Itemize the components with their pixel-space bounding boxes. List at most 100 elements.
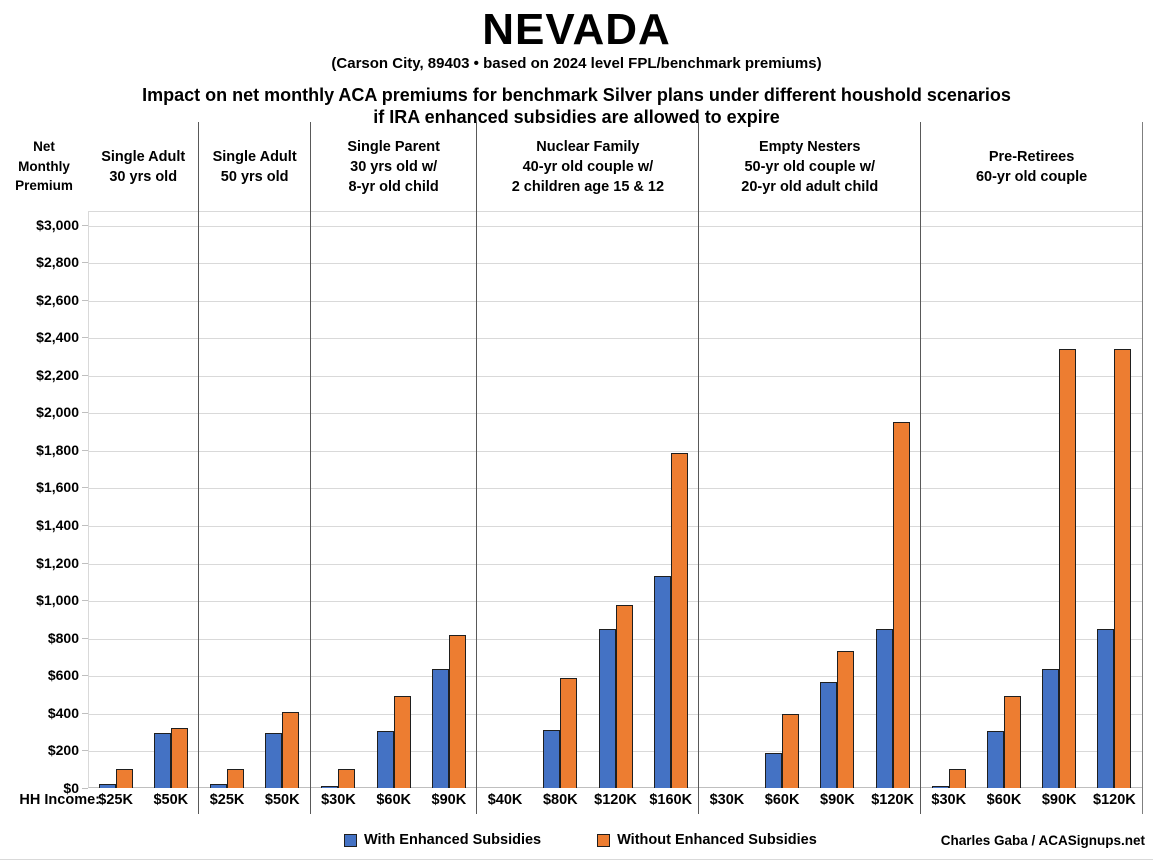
y-axis-tick-mark-icon (82, 788, 88, 789)
bar-slot (255, 211, 310, 788)
bar-slot (143, 211, 198, 788)
y-axis-title: Net Monthly Premium (15, 139, 73, 194)
income-tick-label: $80K (542, 792, 578, 808)
bar-pair (321, 769, 356, 788)
y-axis-tick-label: $200 (47, 742, 79, 759)
bar-slot (810, 211, 865, 788)
group-plot (477, 211, 698, 788)
bar-with-subsidies (210, 784, 228, 788)
bar-without-subsidies (338, 769, 356, 788)
bar-slot (865, 211, 920, 788)
y-axis-tick-mark-icon (82, 600, 88, 602)
bar-without-subsidies (615, 605, 633, 788)
y-axis-tick-label: $2,400 (36, 329, 79, 346)
bar-with-subsidies (376, 731, 394, 788)
bar-pair (376, 696, 411, 788)
bar-slot (366, 211, 421, 788)
bar-slot (421, 211, 476, 788)
bar-without-subsidies (448, 635, 466, 788)
bar-slot (755, 211, 810, 788)
y-axis-tick-mark-icon (82, 637, 88, 639)
chart-footer: With Enhanced Subsidies Without Enhanced… (0, 826, 1153, 854)
bar-pair (98, 769, 133, 788)
group-header: Nuclear Family 40-yr old couple w/ 2 chi… (511, 138, 665, 195)
y-axis-tick-label: $1,600 (36, 479, 79, 496)
y-axis-tick-mark-icon (82, 224, 88, 226)
y-axis-tick-label: $1,200 (36, 554, 79, 571)
y-axis: Net Monthly Premium $0 $200 $400 $600 $800 $1… (0, 122, 100, 814)
income-tick-label: $30K (321, 792, 356, 808)
y-axis-tick-label: $800 (47, 629, 79, 646)
group-header: Single Adult 50 yrs old (212, 148, 297, 185)
bar-with-subsidies (875, 629, 893, 788)
y-axis-tick-label: $600 (47, 667, 79, 684)
y-axis-tick-mark-icon (82, 675, 88, 677)
bar-with-subsidies (153, 733, 171, 788)
group-header: Single Parent 30 yrs old w/ 8-yr old chi… (347, 138, 440, 195)
group-plot (199, 211, 309, 788)
y-axis-tick-label: $3,000 (36, 216, 79, 233)
y-axis-tick-label: $2,800 (36, 254, 79, 271)
group-income-row: $40K $80K $120K $160K (477, 788, 698, 814)
income-tick-label: $60K (376, 792, 411, 808)
bar-slot (311, 211, 366, 788)
y-axis-tick-mark-icon (82, 337, 88, 339)
group-income-row: $30K $60K $90K $120K (921, 788, 1142, 814)
bar-with-subsidies (986, 731, 1004, 788)
bar-pair (875, 422, 910, 788)
group-income-row: $30K $60K $90K $120K (699, 788, 920, 814)
group-income-row: $25K $50K (199, 788, 309, 814)
group-income-row: $25K $50K (88, 788, 198, 814)
income-tick-label: $60K (986, 792, 1022, 808)
bar-slot (643, 211, 698, 788)
bar-slot (88, 211, 143, 788)
bar-pair (598, 605, 633, 788)
bar-pair (820, 651, 855, 788)
bar-with-subsidies (265, 733, 283, 788)
y-axis-tick-label: $400 (47, 704, 79, 721)
title-block: NEVADA (Carson City, 89403 • based on 20… (0, 0, 1153, 129)
y-axis-tick-label: $2,000 (36, 404, 79, 421)
income-tick-label: $120K (871, 792, 914, 808)
bar-with-subsidies (765, 753, 783, 788)
bar-pair (931, 769, 966, 788)
legend: With Enhanced Subsidies Without Enhanced… (344, 832, 817, 848)
bar-slot (199, 211, 254, 788)
scenario-group: Pre-Retirees 60-yr old couple $30K $60K $90… (920, 122, 1143, 814)
income-tick-label: $90K (1041, 792, 1077, 808)
scenario-group: Nuclear Family 40-yr old couple w/ 2 chi… (476, 122, 698, 814)
bar-without-subsidies (115, 769, 133, 788)
scenario-group: Empty Nesters 50-yr old couple w/ 20-yr … (698, 122, 920, 814)
bar-pair (1097, 349, 1132, 788)
bar-with-subsidies (98, 784, 116, 788)
income-tick-label: $60K (764, 792, 800, 808)
bar-with-subsidies (321, 786, 339, 788)
income-tick-label: $30K (931, 792, 967, 808)
chart-heading: Impact on net monthly ACA premiums for b… (0, 85, 1153, 129)
bar-pair (986, 696, 1021, 788)
y-axis-tick-mark-icon (82, 262, 88, 264)
bar-pair (431, 635, 466, 788)
bar-without-subsidies (1114, 349, 1132, 788)
bar-with-subsidies (820, 682, 838, 788)
y-axis-tick-mark-icon (82, 712, 88, 714)
bar-without-subsidies (282, 712, 300, 788)
group-plot (311, 211, 477, 788)
x-axis-title-cell: HH Income: (0, 788, 100, 814)
y-axis-tick-mark-icon (82, 299, 88, 301)
page-title: NEVADA (482, 5, 671, 54)
bar-slot (976, 211, 1031, 788)
y-axis-tick-mark-icon (82, 750, 88, 752)
legend-item-without-subsidies: Without Enhanced Subsidies (597, 832, 817, 848)
group-header: Pre-Retirees 60-yr old couple (975, 148, 1088, 185)
group-plot (921, 211, 1142, 788)
bar-without-subsidies (782, 714, 800, 788)
bar-slot (477, 211, 532, 788)
bar-without-subsidies (560, 678, 578, 788)
y-axis-ticks: $0 $200 $400 $600 $800 $1,000 $1,200 $1,400 $1,6… (0, 211, 88, 796)
bar-without-subsidies (1059, 349, 1077, 788)
bar-pair (1042, 349, 1077, 788)
group-plot (699, 211, 920, 788)
scenario-group: Single Adult 30 yrs old $25K $50K (88, 122, 198, 814)
